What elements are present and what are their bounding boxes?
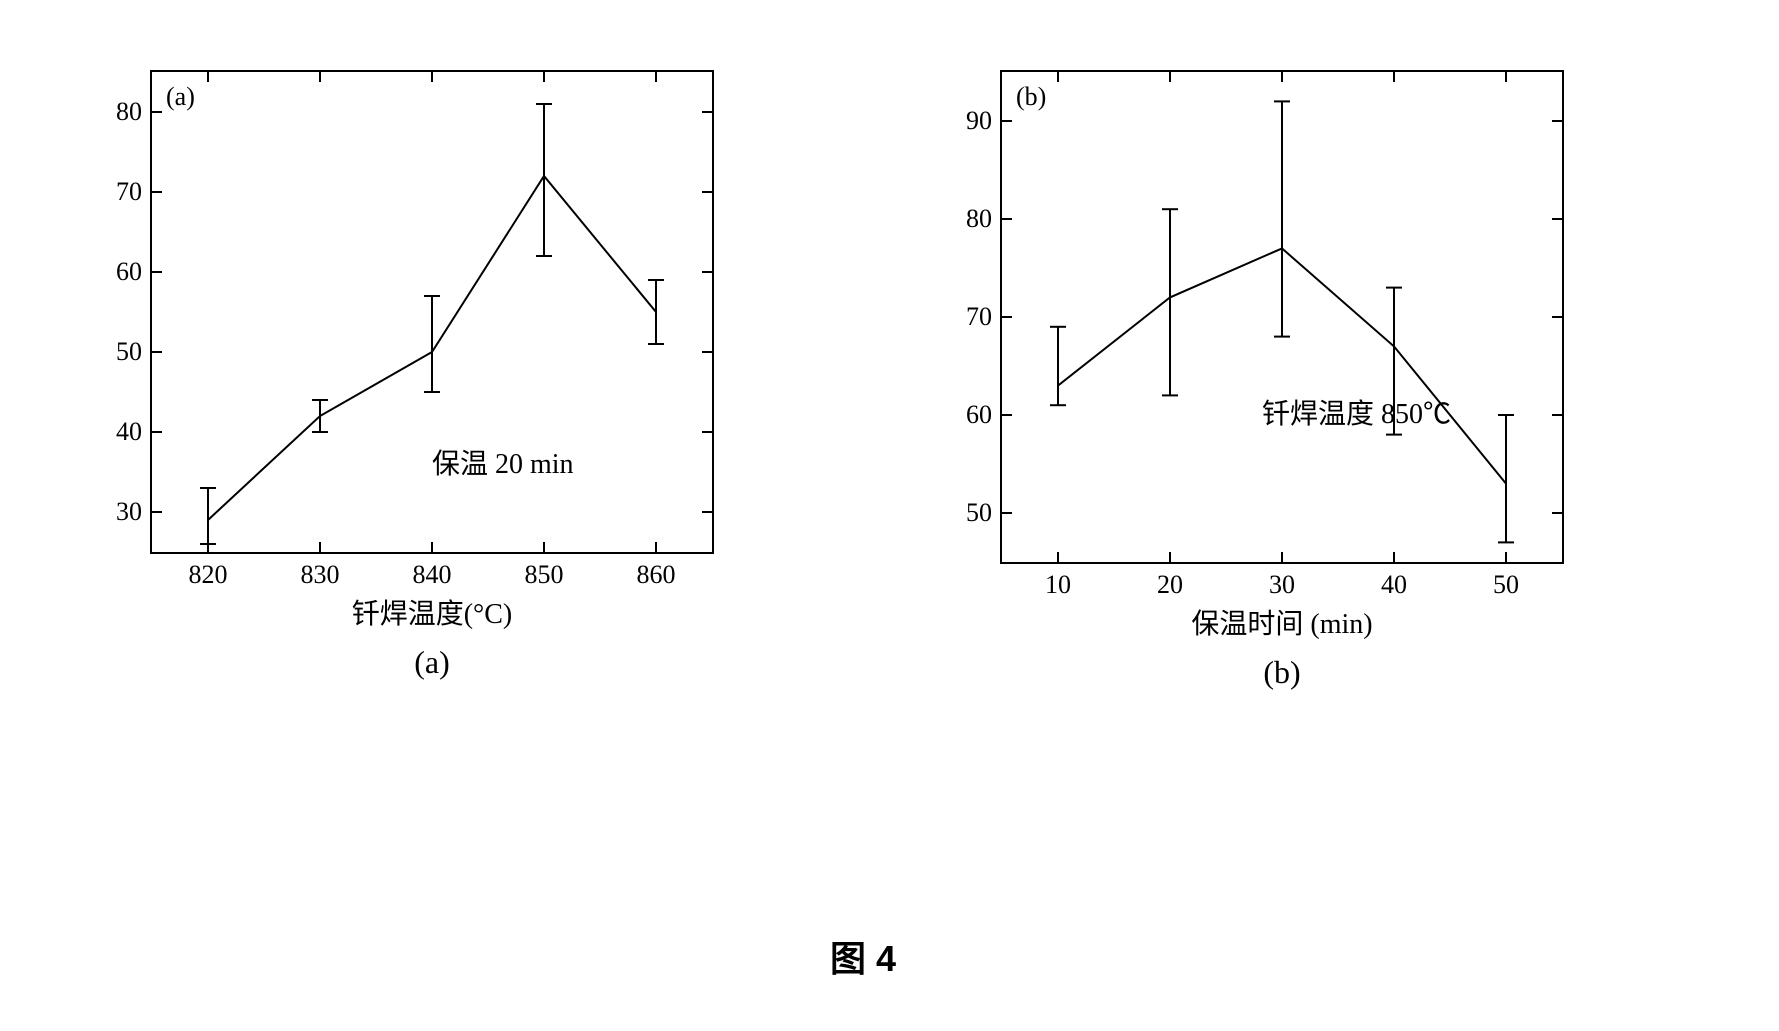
ytick-label: 60 — [116, 257, 142, 287]
xtick-label: 10 — [1045, 570, 1071, 600]
panel-b-letter: (b) — [1016, 82, 1046, 112]
xtick-label: 830 — [301, 560, 340, 590]
xtick-label: 20 — [1157, 570, 1183, 600]
xtick-label: 860 — [637, 560, 676, 590]
panel-b-subcaption: (b) — [1263, 654, 1300, 691]
ytick-label: 40 — [116, 417, 142, 447]
xtick-label: 30 — [1269, 570, 1295, 600]
ytick-label: 30 — [116, 497, 142, 527]
panel-b-xlabel: 保温时间 (min) — [1191, 602, 1372, 642]
ytick-label: 70 — [116, 177, 142, 207]
panel-b-chart — [1002, 72, 1562, 562]
panel-b-plotbox: (b) 钎焊温度 850℃ 10203040505060708090 — [1000, 70, 1564, 564]
panel-b-container: 接头剪切强度 (MPa) (b) 钎焊温度 850℃ 1020304050506… — [1000, 70, 1564, 691]
ytick-label: 70 — [966, 302, 992, 332]
ytick-label: 50 — [116, 337, 142, 367]
xtick-label: 850 — [525, 560, 564, 590]
ytick-label: 80 — [966, 204, 992, 234]
panel-a-container: 接头剪切强度 (MPa) (a) 保温 20 min 8208308408508… — [150, 70, 714, 681]
panel-a-subcaption: (a) — [414, 644, 450, 681]
xtick-label: 50 — [1493, 570, 1519, 600]
panel-a-plotbox: (a) 保温 20 min 82083084085086030405060708… — [150, 70, 714, 554]
panel-b-annotation: 钎焊温度 850℃ — [1262, 392, 1451, 432]
xtick-label: 840 — [413, 560, 452, 590]
figure-caption: 图 4 — [830, 930, 896, 982]
panel-a-letter: (a) — [166, 82, 195, 112]
panel-a-annotation: 保温 20 min — [432, 442, 574, 482]
xtick-label: 40 — [1381, 570, 1407, 600]
xtick-label: 820 — [189, 560, 228, 590]
ytick-label: 60 — [966, 400, 992, 430]
ytick-label: 90 — [966, 106, 992, 136]
ytick-label: 50 — [966, 498, 992, 528]
ytick-label: 80 — [116, 97, 142, 127]
panel-a-xlabel: 钎焊温度(°C) — [352, 592, 513, 632]
